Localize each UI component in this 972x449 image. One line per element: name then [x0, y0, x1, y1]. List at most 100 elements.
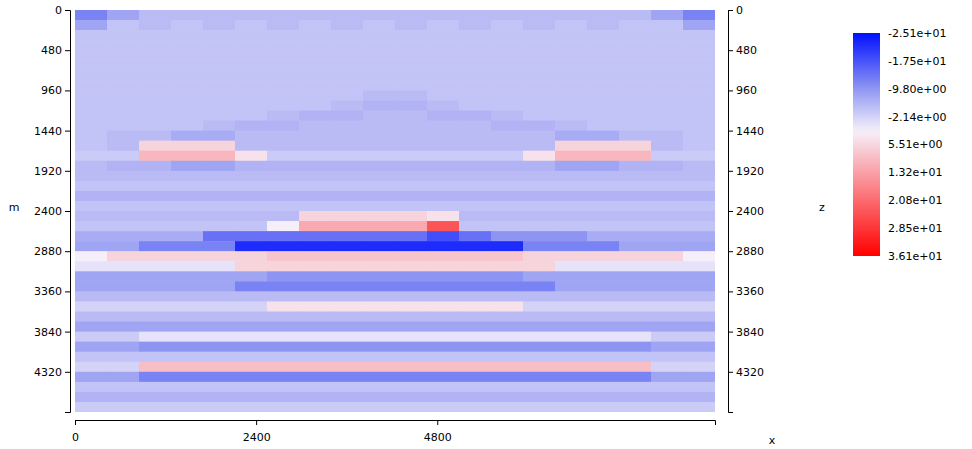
heatmap-cell	[203, 90, 236, 101]
heatmap-cell	[619, 382, 652, 393]
heatmap-cell	[427, 131, 460, 142]
chart: 0240048000480960144019202400288033603840…	[0, 0, 972, 449]
heatmap-cell	[331, 191, 364, 202]
heatmap-cell	[203, 332, 236, 343]
heatmap-cell	[331, 121, 364, 132]
heatmap-cell	[523, 261, 556, 272]
heatmap-cell	[171, 322, 204, 333]
heatmap-cell	[395, 211, 428, 222]
heatmap-cell	[299, 241, 332, 252]
tick: 4320	[34, 366, 70, 379]
heatmap-cell	[267, 261, 300, 272]
heatmap-cell	[139, 161, 172, 172]
heatmap-cell	[171, 221, 204, 232]
heatmap-cell	[395, 111, 428, 122]
heatmap-cell	[75, 261, 108, 272]
heatmap-cell	[331, 362, 364, 373]
heatmap-cell	[651, 151, 684, 162]
heatmap-cell	[171, 141, 204, 152]
heatmap-cell	[203, 161, 236, 172]
heatmap-cell	[619, 10, 652, 21]
heatmap-cell	[203, 281, 236, 292]
heatmap-cell	[523, 362, 556, 373]
heatmap-cell	[523, 40, 556, 51]
heatmap-cell	[523, 201, 556, 212]
heatmap-cell	[75, 201, 108, 212]
heatmap-cell	[683, 40, 715, 51]
heatmap-cell	[331, 100, 364, 111]
heatmap-cell	[459, 211, 492, 222]
heatmap-cell	[427, 90, 460, 101]
heatmap-cell	[139, 141, 172, 152]
heatmap-cell	[75, 402, 108, 412]
heatmap-cell	[651, 90, 684, 101]
tick: 2880	[728, 245, 764, 258]
heatmap-cell	[267, 10, 300, 21]
heatmap-cell	[363, 191, 396, 202]
heatmap-cell	[363, 291, 396, 302]
heatmap-cell	[459, 161, 492, 172]
heatmap-cell	[587, 181, 620, 192]
heatmap-cell	[75, 161, 108, 172]
heatmap-cell	[523, 100, 556, 111]
heatmap-cell	[267, 241, 300, 252]
heatmap-cell	[203, 40, 236, 51]
tick-label: 3360	[34, 285, 62, 298]
heatmap-cell	[523, 10, 556, 21]
heatmap-cell	[587, 332, 620, 343]
heatmap-cell	[363, 121, 396, 132]
heatmap-cell	[203, 20, 236, 31]
heatmap-cell	[267, 281, 300, 292]
heatmap-cell	[587, 161, 620, 172]
heatmap-cell	[683, 60, 715, 71]
heatmap-cell	[299, 382, 332, 393]
heatmap-cell	[555, 352, 588, 363]
heatmap-cell	[363, 211, 396, 222]
heatmap-cell	[235, 221, 268, 232]
heatmap-cell	[427, 251, 460, 262]
tick-mark	[65, 131, 70, 132]
tick-mark	[728, 90, 733, 91]
heatmap-cell	[555, 60, 588, 71]
heatmap-cell	[683, 80, 715, 91]
heatmap-cell	[555, 50, 588, 61]
tick-label: 3360	[736, 285, 764, 298]
heatmap-cell	[331, 161, 364, 172]
heatmap-cell	[491, 362, 524, 373]
heatmap-cell	[235, 342, 268, 353]
heatmap-cell	[299, 70, 332, 81]
heatmap-cell	[203, 312, 236, 323]
heatmap-cell	[555, 392, 588, 403]
heatmap-cell	[491, 141, 524, 152]
heatmap-cell	[619, 121, 652, 132]
heatmap-cell	[651, 301, 684, 312]
heatmap-cell	[523, 322, 556, 333]
tick-label: 2880	[736, 245, 764, 258]
heatmap-cell	[299, 251, 332, 262]
heatmap-cell	[299, 50, 332, 61]
heatmap-cell	[683, 332, 715, 343]
heatmap-cell	[427, 382, 460, 393]
tick-mark	[728, 291, 733, 292]
heatmap-cell	[107, 342, 140, 353]
heatmap-cell	[491, 382, 524, 393]
tick-mark	[728, 332, 733, 333]
tick-label: 2400	[243, 431, 271, 444]
heatmap-cell	[235, 30, 268, 41]
tick-mark	[728, 251, 733, 252]
heatmap-cell	[395, 100, 428, 111]
heatmap-cell	[75, 221, 108, 232]
tick-label: 2400	[34, 205, 62, 218]
heatmap-cell	[299, 231, 332, 242]
heatmap-cell	[555, 121, 588, 132]
heatmap-cell	[427, 30, 460, 41]
heatmap-cell	[75, 40, 108, 51]
heatmap-cell	[363, 402, 396, 412]
heatmap-cell	[107, 70, 140, 81]
heatmap-cell	[75, 372, 108, 383]
heatmap-cell	[235, 80, 268, 91]
heatmap-cell	[363, 20, 396, 31]
tick-label: 2400	[736, 205, 764, 218]
heatmap-cell	[395, 372, 428, 383]
heatmap-cell	[299, 100, 332, 111]
